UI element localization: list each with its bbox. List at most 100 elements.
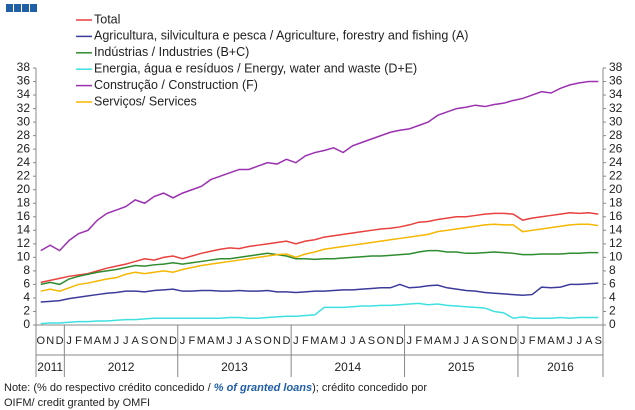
x-tick-label: F xyxy=(415,335,422,347)
x-tick-label: J xyxy=(407,335,413,347)
x-tick-label: J xyxy=(577,335,583,347)
y-tick-label: 24 xyxy=(17,155,31,169)
year-label: 2013 xyxy=(221,360,248,374)
y-tick-label: 22 xyxy=(17,168,31,182)
x-tick-label: F xyxy=(189,335,196,347)
y2-tick-label: 4 xyxy=(609,290,616,304)
x-tick-label: N xyxy=(46,335,54,347)
x-tick-label: J xyxy=(236,335,242,347)
x-tick-label: J xyxy=(520,335,526,347)
x-tick-label: O xyxy=(150,335,159,347)
x-tick-label: A xyxy=(245,335,253,347)
x-tick-label: A xyxy=(207,335,215,347)
y2-tick-label: 2 xyxy=(609,304,616,318)
x-tick-label: D xyxy=(509,335,517,347)
x-tick-label: D xyxy=(169,335,177,347)
y-tick-label: 16 xyxy=(17,209,31,223)
y2-tick-label: 26 xyxy=(609,141,623,155)
y2-tick-label: 36 xyxy=(609,74,623,88)
year-label: 2014 xyxy=(334,360,361,374)
x-tick-label: S xyxy=(481,335,488,347)
y-tick-label: 6 xyxy=(23,277,30,291)
x-tick-label: F xyxy=(529,335,536,347)
legend-label: Total xyxy=(94,12,120,26)
x-tick-label: M xyxy=(310,335,319,347)
series-line xyxy=(40,80,599,252)
y2-tick-label: 10 xyxy=(609,250,623,264)
x-tick-label: S xyxy=(368,335,375,347)
y-tick-label: 8 xyxy=(23,263,30,277)
x-tick-label: M xyxy=(216,335,225,347)
x-tick-label: J xyxy=(454,335,460,347)
note-text: ); crédito concedido por xyxy=(312,382,427,394)
x-tick-label: J xyxy=(567,335,573,347)
series-line xyxy=(40,211,599,284)
series-line xyxy=(40,302,599,325)
y2-tick-label: 14 xyxy=(609,222,623,236)
legend-label: Agricultura, silvicultura e pesca / Agri… xyxy=(94,29,468,43)
series-line xyxy=(40,282,599,303)
x-tick-label: A xyxy=(358,335,366,347)
y-tick-label: 10 xyxy=(17,250,31,264)
note: OIFM/ credit granted by OMFI xyxy=(4,397,150,409)
y2-tick-label: 22 xyxy=(609,168,623,182)
legend-label: Construção / Construction (F) xyxy=(94,78,258,92)
x-tick-label: J xyxy=(114,335,120,347)
y2-tick-label: 30 xyxy=(609,114,623,128)
x-tick-label: S xyxy=(595,335,602,347)
y2-tick-label: 20 xyxy=(609,182,623,196)
x-tick-label: A xyxy=(321,335,329,347)
y-tick-label: 4 xyxy=(23,290,30,304)
legend-label: Energia, água e resíduos / Energy, water… xyxy=(94,61,417,75)
x-tick-label: O xyxy=(490,335,499,347)
x-tick-label: D xyxy=(56,335,64,347)
y-tick-label: 2 xyxy=(23,304,30,318)
series-line xyxy=(40,223,599,292)
x-tick-label: O xyxy=(263,335,272,347)
x-tick-label: J xyxy=(227,335,233,347)
x-tick-label: M xyxy=(537,335,546,347)
y2-tick-label: 8 xyxy=(609,263,616,277)
x-tick-label: O xyxy=(377,335,386,347)
x-tick-label: A xyxy=(585,335,593,347)
y-tick-label: 14 xyxy=(17,222,31,236)
legend-label: Indústrias / Industries (B+C) xyxy=(94,45,249,59)
note-emphasis: % of granted loans xyxy=(214,382,312,394)
x-tick-label: J xyxy=(66,335,72,347)
y2-tick-label: 12 xyxy=(609,236,623,250)
x-tick-label: M xyxy=(102,335,111,347)
y2-tick-label: 24 xyxy=(609,155,623,169)
x-tick-label: N xyxy=(273,335,281,347)
x-tick-label: F xyxy=(75,335,82,347)
y2-tick-label: 38 xyxy=(609,60,623,74)
y-tick-label: 34 xyxy=(17,87,31,101)
x-tick-label: A xyxy=(434,335,442,347)
y2-tick-label: 32 xyxy=(609,101,623,115)
x-tick-label: M xyxy=(556,335,565,347)
x-tick-label: D xyxy=(282,335,290,347)
x-tick-label: S xyxy=(141,335,148,347)
x-tick-label: M xyxy=(83,335,92,347)
note-text: Note: (% do respectivo crédito concedido… xyxy=(4,382,214,394)
y2-tick-label: 6 xyxy=(609,277,616,291)
y-tick-label: 18 xyxy=(17,195,31,209)
x-tick-label: A xyxy=(547,335,555,347)
x-tick-label: D xyxy=(396,335,404,347)
y-tick-label: 12 xyxy=(17,236,31,250)
y-tick-label: 32 xyxy=(17,101,31,115)
y2-tick-label: 0 xyxy=(609,317,616,331)
x-tick-label: J xyxy=(463,335,469,347)
y-tick-label: 20 xyxy=(17,182,31,196)
x-tick-label: N xyxy=(160,335,168,347)
year-label: 2016 xyxy=(547,360,574,374)
y-tick-label: 0 xyxy=(23,317,30,331)
x-tick-label: J xyxy=(350,335,356,347)
x-tick-label: J xyxy=(123,335,129,347)
y2-tick-label: 16 xyxy=(609,209,623,223)
x-tick-label: M xyxy=(442,335,451,347)
x-tick-label: J xyxy=(293,335,299,347)
x-tick-label: A xyxy=(472,335,480,347)
x-tick-label: F xyxy=(302,335,309,347)
x-tick-label: S xyxy=(254,335,261,347)
